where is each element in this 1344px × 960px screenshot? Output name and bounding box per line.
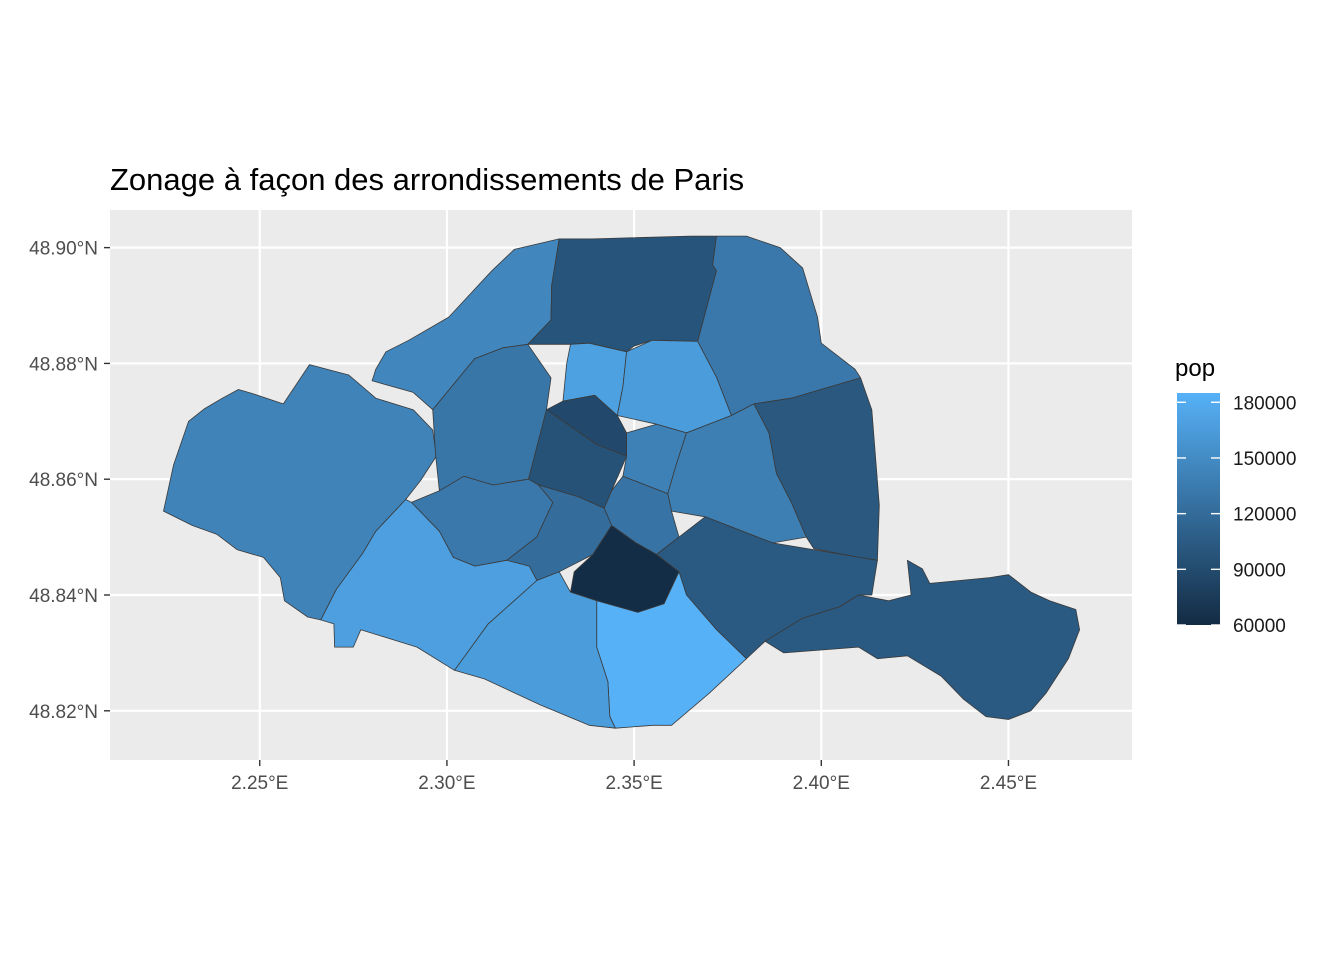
legend-label: 180000 [1233,393,1296,414]
zone-polygons [163,235,1080,729]
x-tick-label: 2.45°E [980,773,1037,794]
zone-16 [163,364,437,621]
legend-colorbar [1177,393,1220,625]
legend-title: pop [1175,355,1215,382]
x-tick-label: 2.25°E [231,773,288,794]
legend-label: 120000 [1233,505,1296,526]
x-tick-label: 2.35°E [605,773,662,794]
legend-label: 150000 [1233,449,1296,470]
legend-label: 60000 [1233,616,1286,637]
y-tick-label: 48.84°N [29,586,98,607]
y-tick-label: 48.82°N [29,702,98,723]
y-tick-label: 48.86°N [29,470,98,491]
legend-label: 90000 [1233,560,1286,581]
x-axis: 2.25°E 2.30°E 2.35°E 2.40°E 2.45°E [231,760,1037,794]
chart-title: Zonage à façon des arrondissements de Pa… [110,162,744,197]
legend-ticks: 60000 90000 120000 150000 180000 [1177,393,1296,637]
zone-15 [320,499,538,671]
x-tick-label: 2.40°E [793,773,850,794]
y-axis: 48.82°N 48.84°N 48.86°N 48.88°N 48.90°N [29,239,110,723]
legend: pop 60000 90000 120000 150000 180000 [1175,355,1296,637]
y-tick-label: 48.90°N [29,239,98,260]
zone-12b [764,559,1080,720]
x-tick-label: 2.30°E [418,773,475,794]
y-tick-label: 48.88°N [29,354,98,375]
zone-18 [527,235,717,353]
